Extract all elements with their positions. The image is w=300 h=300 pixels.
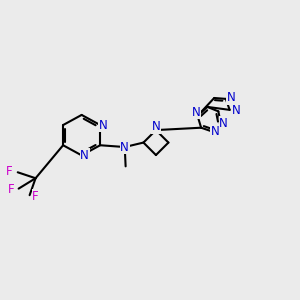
Text: F: F	[32, 190, 39, 203]
Text: N: N	[80, 149, 89, 162]
Text: N: N	[120, 140, 129, 154]
Text: N: N	[227, 91, 236, 104]
Text: N: N	[232, 104, 241, 117]
Text: N: N	[192, 106, 200, 119]
Text: F: F	[6, 165, 13, 178]
Text: N: N	[219, 117, 228, 130]
Text: N: N	[211, 125, 220, 138]
Text: N: N	[99, 118, 107, 131]
Text: N: N	[152, 120, 160, 133]
Text: F: F	[8, 183, 14, 196]
